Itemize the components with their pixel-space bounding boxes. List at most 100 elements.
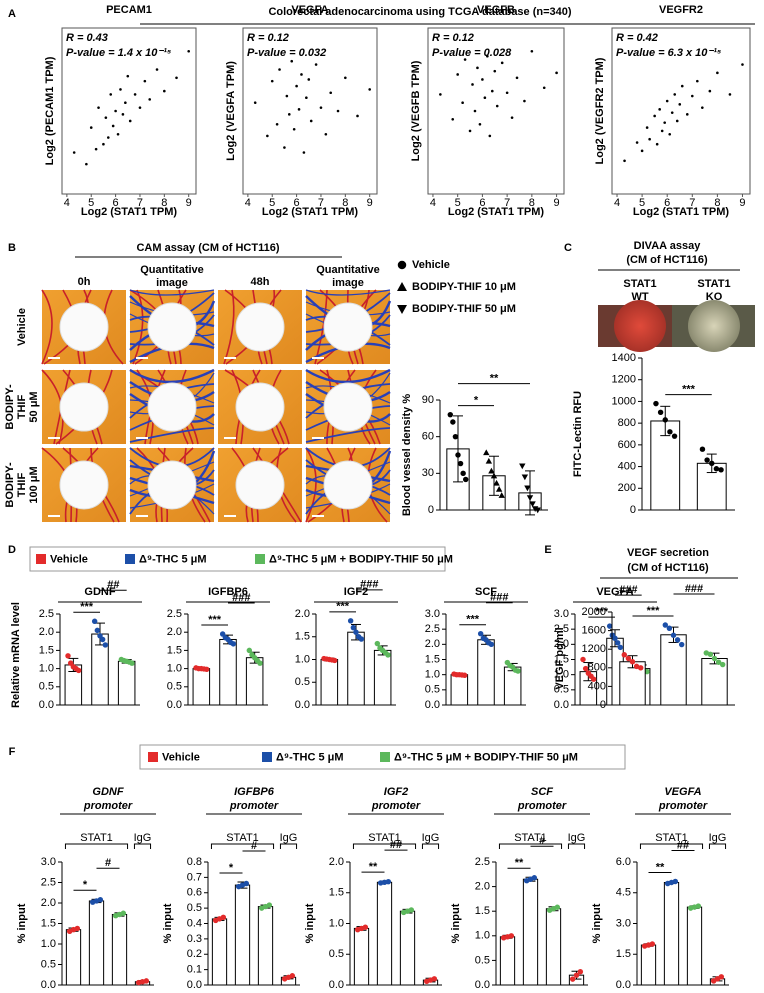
data-point [519,463,526,470]
y-tick-label: 0.1 [187,964,202,976]
y-tick-label: 600 [618,439,636,451]
scatter-point [253,101,257,104]
data-point [657,409,664,416]
y-tick-label: 400 [618,460,636,472]
scatter-point [716,71,719,75]
y-tick-label: 0 [600,699,606,711]
data-point [590,676,597,682]
y-axis-label: Blood vessel density % [401,394,413,516]
bar [545,908,562,986]
data-point [637,665,644,671]
y-tick-label: 1.5 [425,653,440,665]
cam-disk [323,302,373,352]
group-bracket [567,843,586,849]
significance-label: ** [515,857,524,869]
scatter-point [741,63,744,66]
significance-label: *** [647,605,661,617]
data-point [289,973,296,979]
x-tick-label: 8 [342,197,348,209]
panel-label: D [8,544,16,556]
x-tick-label: 7 [318,197,324,209]
panel-title: Colorectal adenocarcinoma using TCGA dat… [268,6,571,18]
y-tick-label: 1400 [612,352,636,364]
y-tick-label: 0.0 [295,699,310,711]
panel-label: F [9,746,16,758]
y-tick-label: 2.0 [167,626,182,638]
bar [192,668,211,706]
bar [663,882,680,986]
x-tick-label: 9 [367,197,373,209]
column-label: STAT1 [623,278,656,290]
data-point [431,976,438,982]
y-axis-label: Log2 (VEGFB TPM) [410,60,422,161]
cam-disk [147,302,197,352]
data-point [621,652,628,658]
y-tick-label: 1.5 [329,887,344,899]
y-tick-label: 2.0 [329,856,344,868]
data-point [662,622,669,628]
data-point [524,485,531,492]
cam-disk [147,460,197,510]
y-tick-label: 1.5 [554,653,569,665]
scatter-point [305,96,308,100]
x-axis-label: Log2 (STAT1 TPM) [633,206,729,218]
chart-title: IGF2 [344,586,368,598]
column-label: Quantitative [316,264,380,276]
bar [399,910,416,986]
scatter-point [648,137,651,141]
data-point [455,452,461,458]
group-bracket [352,843,417,849]
scatter-point [300,73,303,76]
scatter-point [102,142,105,146]
x-tick-label: 9 [186,197,192,209]
scatter-point [665,99,669,103]
legend-marker [397,305,407,314]
y-tick-label: 1.5 [167,644,182,656]
data-point [257,660,263,666]
group-bracket [708,843,727,849]
cam-disk [323,460,373,510]
scatter-point [515,76,519,80]
data-point [617,644,624,651]
legend-swatch [125,554,135,564]
data-point [477,630,484,637]
group-label: IgG [709,832,727,844]
legend-swatch [262,752,272,762]
scatter-point [685,113,689,116]
scatter-point [114,109,117,113]
scatter-point [319,106,323,109]
x-tick-label: 6 [664,197,670,209]
significance-label: * [474,395,479,407]
data-point [120,910,127,916]
row-label: THIF [16,395,28,420]
data-point [671,433,678,439]
significance-label: ## [107,579,119,591]
group-bracket [64,843,129,849]
data-point [488,641,495,648]
chart-title: VEGFB [477,4,515,16]
data-point [695,903,702,909]
panel-label: C [564,242,572,254]
data-point [331,657,338,664]
y-tick-label: 2.5 [167,608,182,620]
cam-disk [59,382,109,432]
scatter-point [461,101,464,104]
scatter-point [471,83,474,86]
scatter-point [451,118,455,121]
x-tick-label: 4 [64,197,70,209]
y-tick-label: 0.0 [616,979,631,991]
group-label: IgG [568,832,586,844]
x-axis-label: Log2 (STAT1 TPM) [262,206,358,218]
data-point [704,457,710,463]
bar [320,659,339,706]
data-point [97,897,104,903]
y-tick-label: 0.5 [41,958,56,970]
scatter-point [287,113,291,116]
data-point [629,659,636,665]
significance-label: * [83,879,88,891]
y-axis-label: % input [16,903,28,943]
y-tick-label: 400 [588,680,606,692]
data-point [554,904,561,910]
scatter-point [155,68,159,71]
divaa-well [688,300,740,352]
